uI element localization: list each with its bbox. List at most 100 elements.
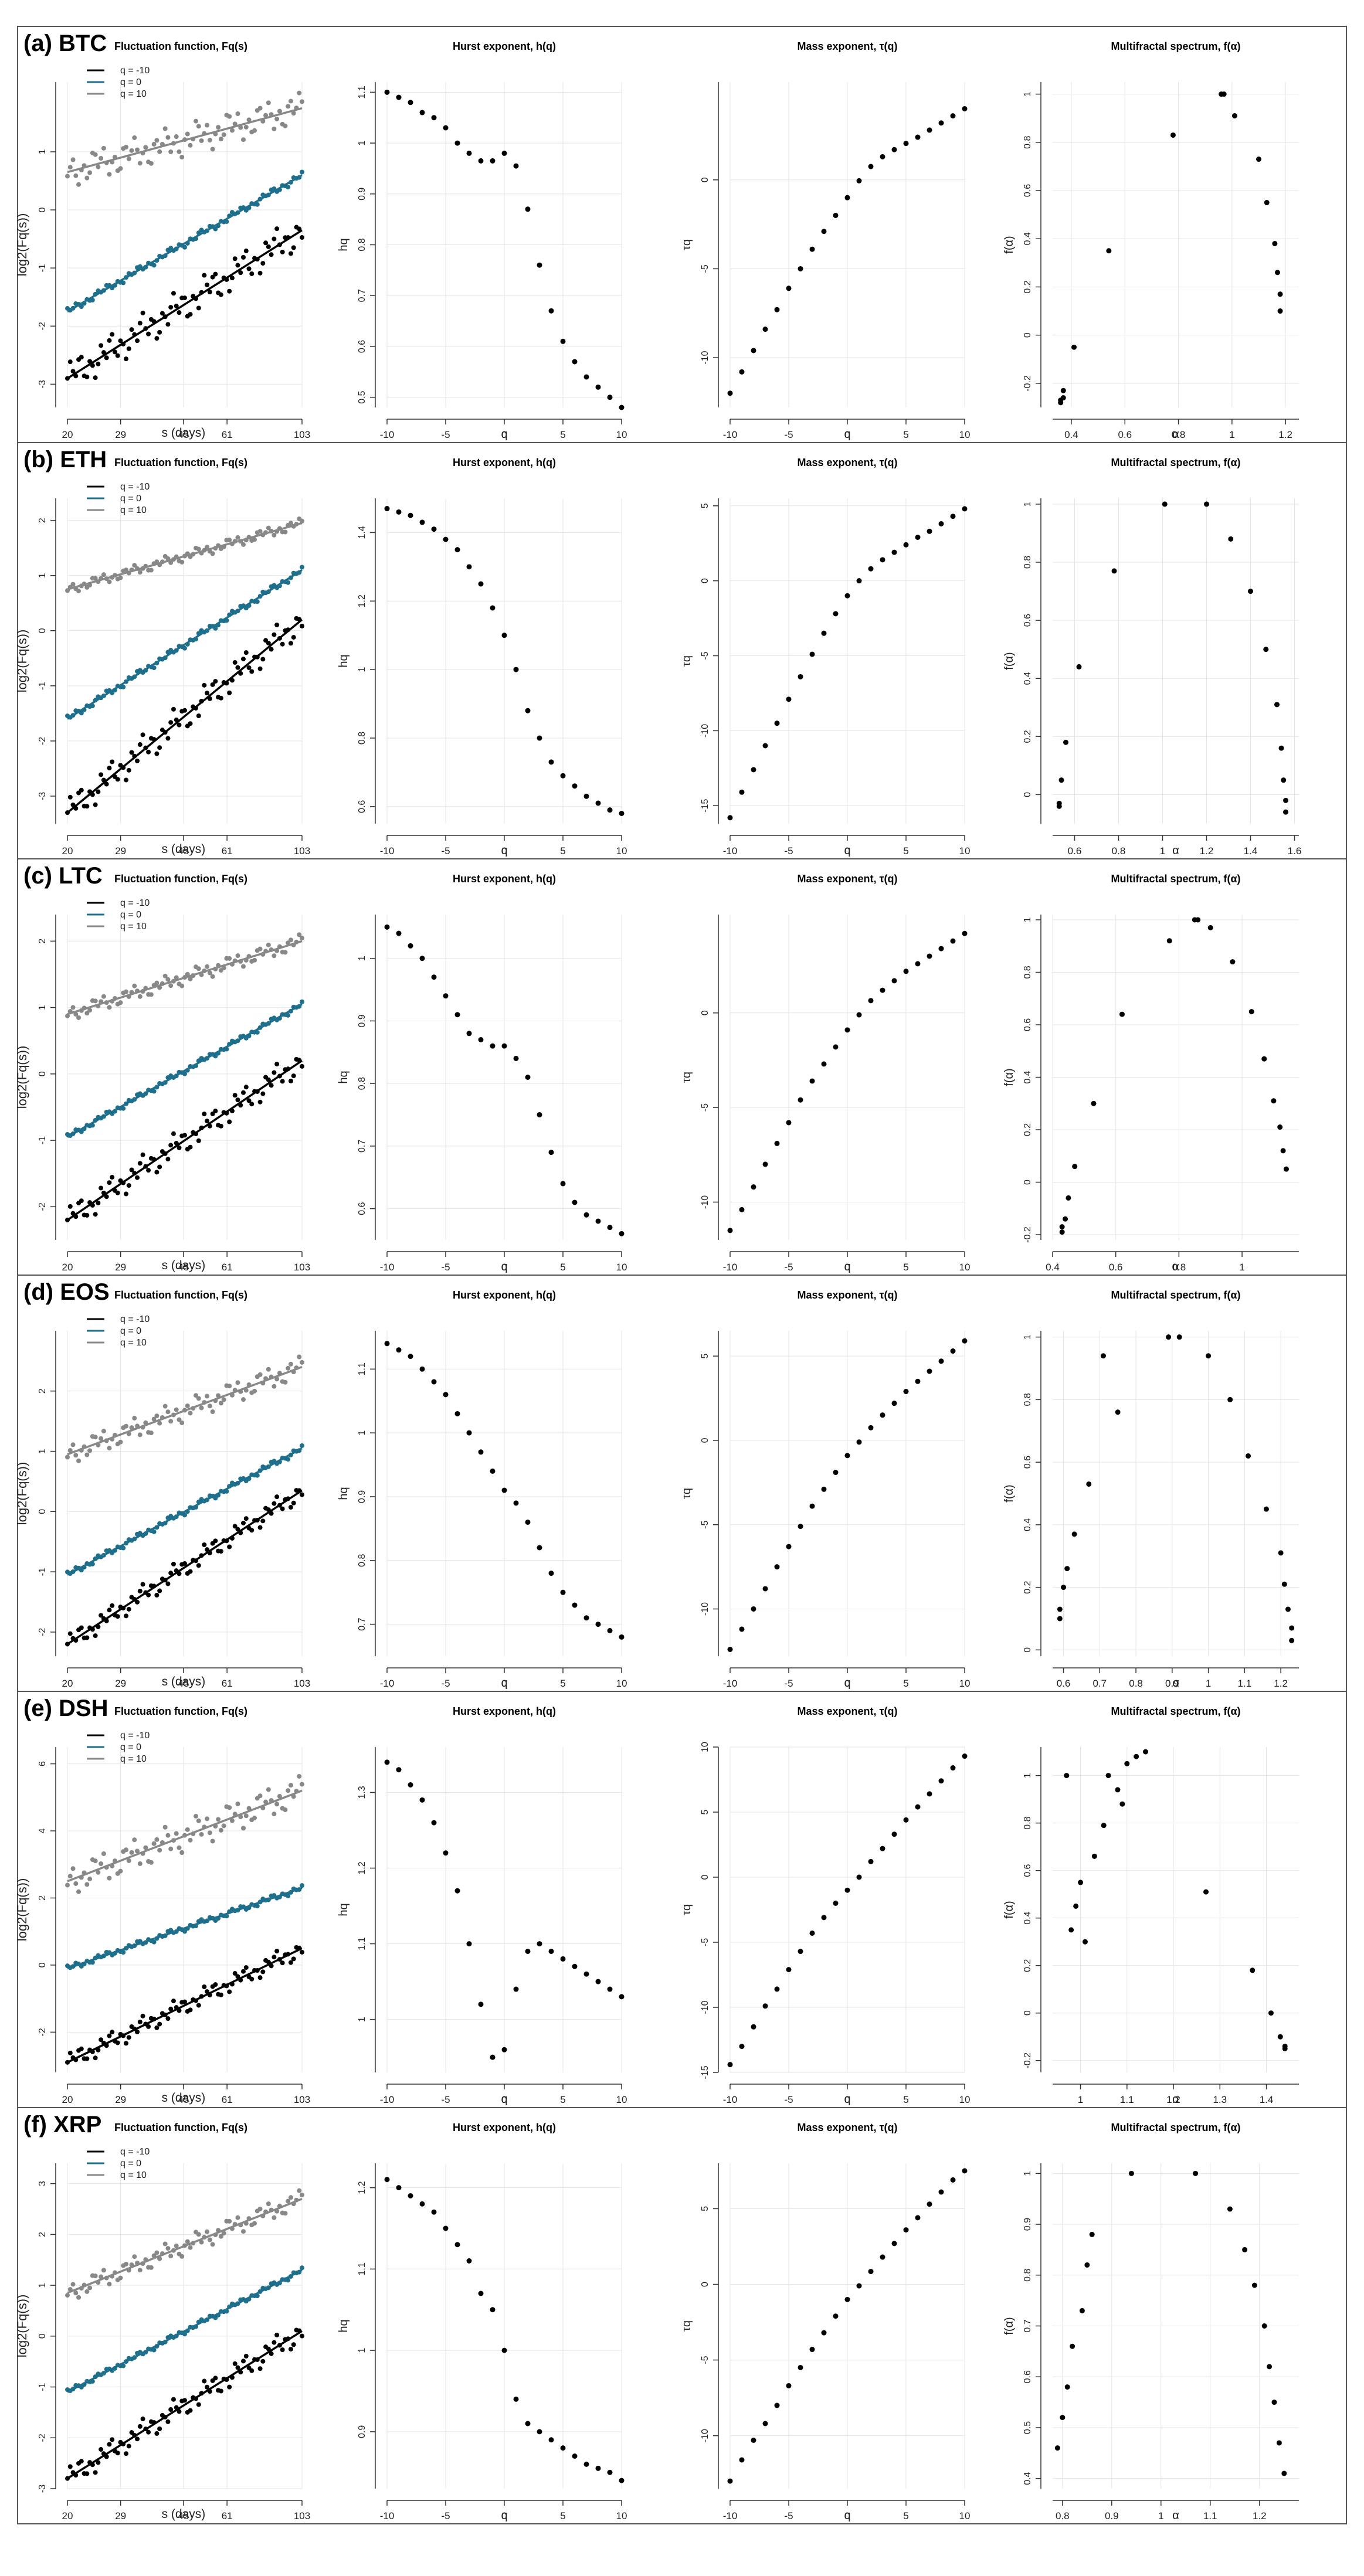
- spectrum-xlabel: α: [1172, 428, 1179, 441]
- spectrum-ytick-label: 0.8: [1023, 556, 1033, 569]
- hurst-point: [384, 1341, 390, 1347]
- fluct-point-q-10: [157, 2021, 162, 2027]
- fluct-point-q0: [90, 297, 95, 303]
- fluct-point-q-10: [235, 2365, 240, 2370]
- spectrum-point: [1170, 132, 1176, 138]
- mass-ytick-label: 0: [700, 1437, 710, 1443]
- fluct-point-q0: [255, 202, 260, 207]
- hurst-xtick-label: 5: [560, 1262, 565, 1273]
- hurst-title: Hurst exponent, h(q): [453, 457, 556, 468]
- mass-point: [962, 1338, 968, 1344]
- hurst-point: [384, 1759, 390, 1765]
- hurst-point: [525, 2421, 531, 2427]
- fluct-point-q10: [76, 2295, 82, 2300]
- fluct-point-q-10: [272, 236, 277, 242]
- spectrum-ytick-label: 0.2: [1023, 1959, 1033, 1972]
- hurst-ytick-label: 1.1: [357, 1362, 367, 1375]
- fluct-point-q-10: [213, 1982, 218, 1987]
- row-eos: (d) EOS Fluctuation function, Fq(s) q = -1…: [15, 1275, 1346, 1690]
- spectrum-xtick-label: 1.2: [1253, 2510, 1267, 2521]
- hurst-point: [537, 735, 542, 741]
- mass-point: [915, 1378, 921, 1384]
- mass-panel: Mass exponent, τ(q) -10 -5 0 5 10 -15 -10 -5 0 5 q τ…: [680, 457, 970, 857]
- fluct-point-q-10: [182, 708, 187, 713]
- hurst-point: [501, 633, 507, 638]
- fluct-point-q10: [207, 1830, 212, 1836]
- hurst-ylabel: hq: [337, 1903, 350, 1916]
- hurst-point: [408, 512, 413, 518]
- mass-point: [786, 2383, 792, 2388]
- fluctuation-panel: Fluctuation function, Fq(s) q = -10 q = 0q…: [15, 2122, 310, 2521]
- legend-label: q = 10: [120, 1754, 147, 1764]
- fluct-point-q-10: [243, 248, 249, 253]
- mass-point: [833, 1900, 839, 1906]
- mass-point: [950, 514, 956, 519]
- fluct-point-q10: [185, 1403, 190, 1408]
- mass-xtick-label: -5: [784, 845, 793, 857]
- fluct-point-q-10: [126, 1606, 131, 1612]
- spectrum-ytick-label: 1: [1023, 91, 1033, 97]
- spectrum-point: [1283, 797, 1288, 803]
- fluct-point-q-10: [67, 1204, 73, 1209]
- fluct-point-q0: [255, 1473, 260, 1478]
- fluct-xtick-label: 29: [115, 429, 126, 440]
- hurst-point: [619, 810, 625, 816]
- row-btc: (a) BTC Fluctuation function, Fq(s) q = -1…: [15, 30, 1299, 441]
- mass-point: [739, 1626, 745, 1632]
- spectrum-point: [1278, 1550, 1284, 1556]
- fluct-point-q-10: [177, 310, 182, 315]
- fluct-point-q-10: [79, 1198, 84, 1204]
- spectrum-ytick-label: 0.5: [1023, 2421, 1033, 2434]
- spectrum-xtick-label: 1.1: [1238, 1678, 1252, 1689]
- mass-xlabel: q: [844, 1677, 850, 1690]
- fluct-fit-line-q10: [67, 1366, 303, 1456]
- hurst-point: [431, 2209, 437, 2215]
- mass-xlabel: q: [844, 844, 850, 857]
- hurst-panel: Hurst exponent, h(q) -10 -5 0 5 10 0.5 0.6 0.7 0.…: [337, 40, 627, 441]
- mass-xtick-label: 5: [903, 2510, 908, 2521]
- fluct-ytick-label: -1: [38, 1568, 47, 1576]
- mass-point: [809, 1930, 815, 1936]
- spectrum-xtick-label: 1.2: [1200, 845, 1214, 857]
- fluct-point-q10: [143, 145, 148, 150]
- fluct-point-q0: [286, 1893, 291, 1898]
- fluct-point-q-10: [115, 353, 120, 358]
- fluct-point-q-10: [291, 2342, 296, 2347]
- mass-xtick-label: 5: [903, 429, 908, 440]
- fluct-point-q-10: [218, 2388, 223, 2394]
- fluct-point-q10: [218, 1401, 223, 1406]
- mass-point: [762, 327, 768, 332]
- fluct-point-q10: [124, 2261, 128, 2266]
- fluct-point-q10: [126, 156, 131, 161]
- fluct-point-q10: [291, 111, 296, 116]
- fluct-point-q0: [121, 1545, 126, 1551]
- fluct-point-q10: [93, 576, 98, 581]
- fluct-point-q-10: [213, 1538, 218, 1544]
- fluct-point-q10: [185, 131, 190, 137]
- hurst-point: [583, 1971, 589, 1977]
- fluct-point-q-10: [124, 2451, 128, 2456]
- fluct-point-q-10: [124, 1613, 128, 1619]
- hurst-point: [607, 395, 613, 400]
- fluct-point-q-10: [110, 1175, 115, 1180]
- hurst-xtick-label: 0: [501, 1678, 507, 1689]
- fluct-point-q10: [154, 980, 160, 985]
- spectrum-ytick-label: 0: [1023, 1647, 1033, 1653]
- fluct-xtick-label: 29: [115, 845, 126, 857]
- fluct-point-q-10: [291, 1500, 296, 1506]
- mass-point: [751, 2437, 756, 2443]
- fluct-point-q-10: [182, 2398, 187, 2403]
- spectrum-ytick-label: 0.6: [1023, 1456, 1033, 1469]
- spectrum-xtick-label: 0.8: [1172, 429, 1186, 440]
- hurst-ytick-label: 0.6: [357, 800, 367, 813]
- fluct-point-q10: [194, 118, 199, 124]
- spectrum-title: Multifractal spectrum, f(α): [1111, 1705, 1240, 1717]
- spectrum-xtick-label: 1.1: [1203, 2510, 1217, 2521]
- hurst-ytick-label: 0.7: [357, 289, 367, 302]
- fluct-point-q0: [182, 1929, 187, 1934]
- fluct-point-q-10: [288, 2347, 293, 2352]
- fluct-point-q10: [227, 2218, 232, 2224]
- fluct-point-q10: [73, 1012, 79, 1017]
- hurst-point: [384, 89, 390, 95]
